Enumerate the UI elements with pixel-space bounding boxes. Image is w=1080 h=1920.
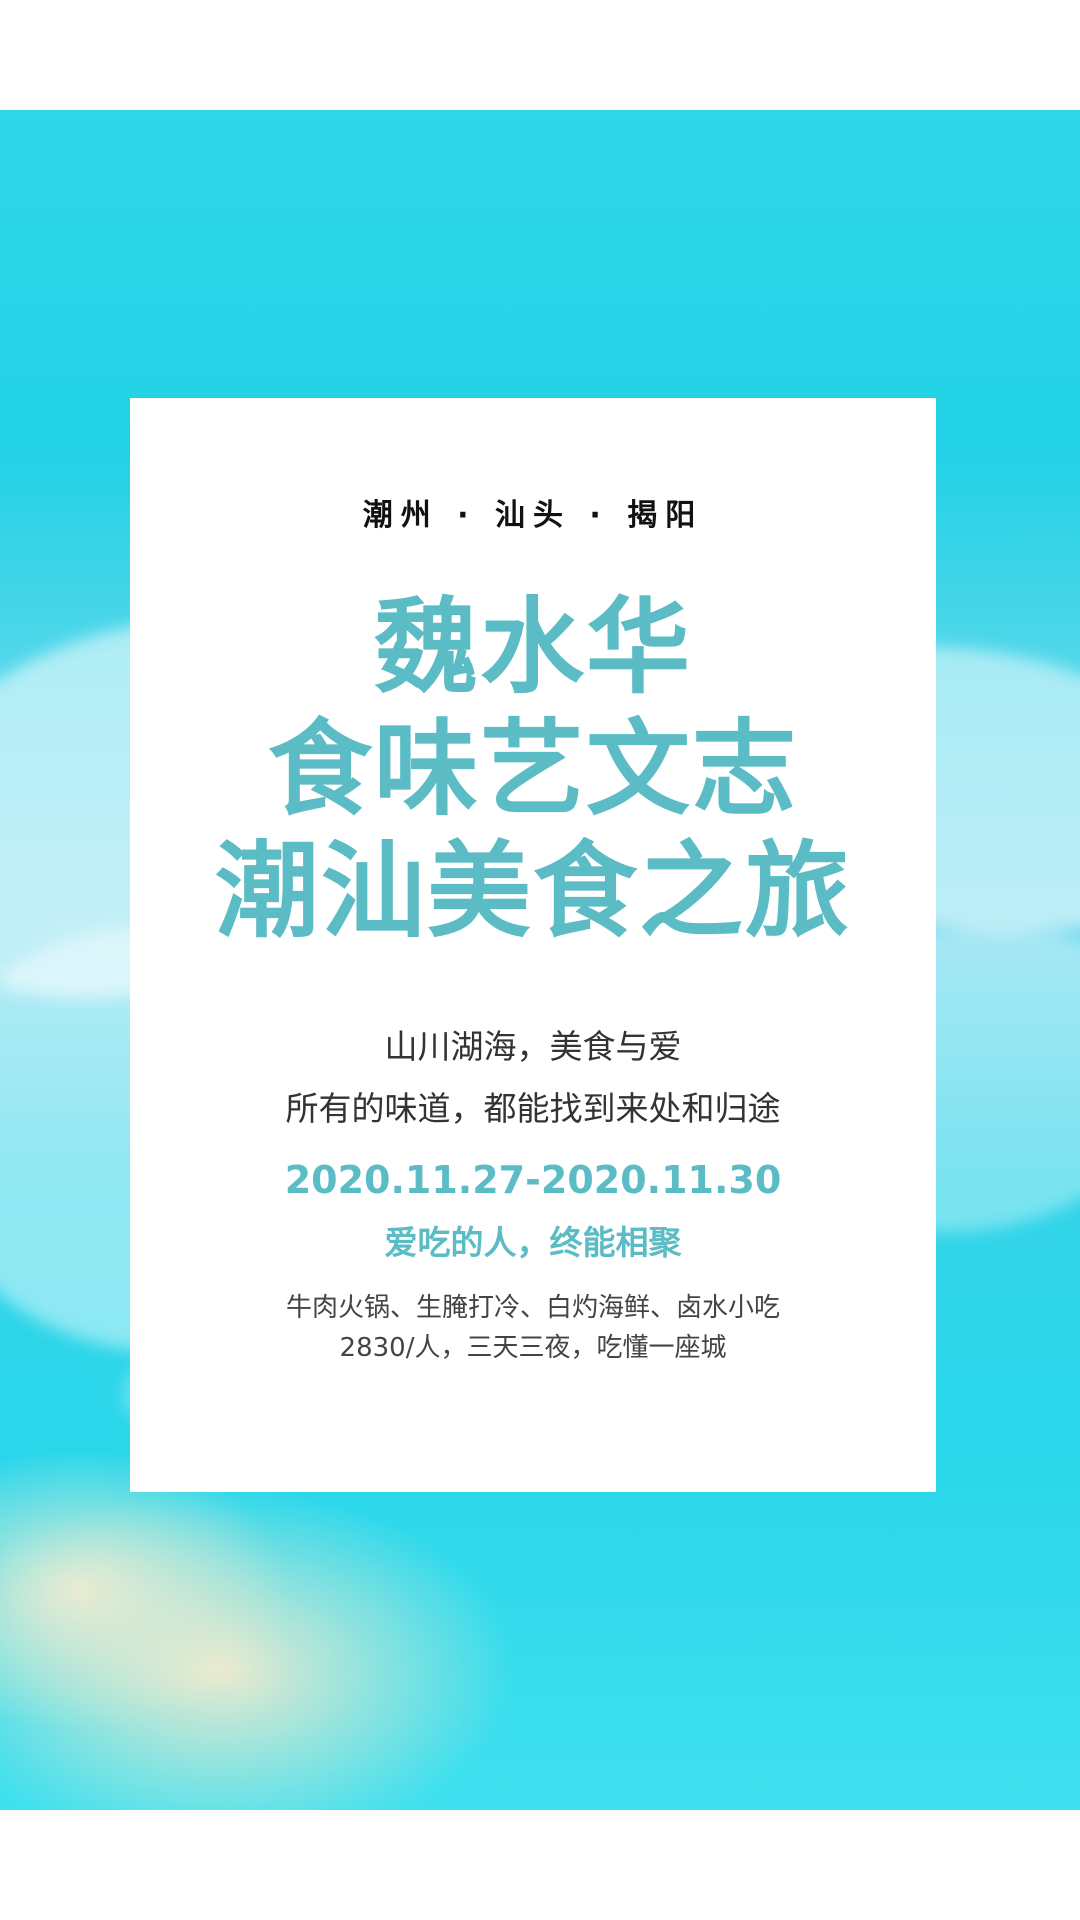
title-line-1: 魏水华 bbox=[373, 586, 692, 708]
tagline-line-1: 山川湖海，美食与爱 bbox=[384, 1027, 682, 1066]
details-line-2: 2830/人，三天三夜，吃懂一座城 bbox=[339, 1333, 727, 1363]
tagline: 山川湖海，美食与爱 所有的味道，都能找到来处和归途 bbox=[130, 1016, 936, 1140]
event-dates: 2020.11.27-2020.11.30 bbox=[284, 1158, 782, 1202]
event-subhead: 爱吃的人，终能相聚 bbox=[384, 1223, 682, 1262]
tagline-line-2: 所有的味道，都能找到来处和归途 bbox=[285, 1089, 781, 1128]
title-line-2: 食味艺文志 bbox=[267, 708, 798, 830]
poster-title: 魏水华 食味艺文志 潮汕美食之旅 bbox=[130, 586, 936, 952]
title-line-3: 潮汕美食之旅 bbox=[214, 830, 851, 952]
poster-card: 潮州 · 汕头 · 揭阳 魏水华 食味艺文志 潮汕美食之旅 山川湖海，美食与爱 … bbox=[130, 398, 936, 1492]
event-details: 牛肉火锅、生腌打冷、白灼海鲜、卤水小吃 2830/人，三天三夜，吃懂一座城 bbox=[130, 1288, 936, 1368]
details-line-1: 牛肉火锅、生腌打冷、白灼海鲜、卤水小吃 bbox=[285, 1293, 780, 1323]
locations-line: 潮州 · 汕头 · 揭阳 bbox=[362, 498, 704, 533]
